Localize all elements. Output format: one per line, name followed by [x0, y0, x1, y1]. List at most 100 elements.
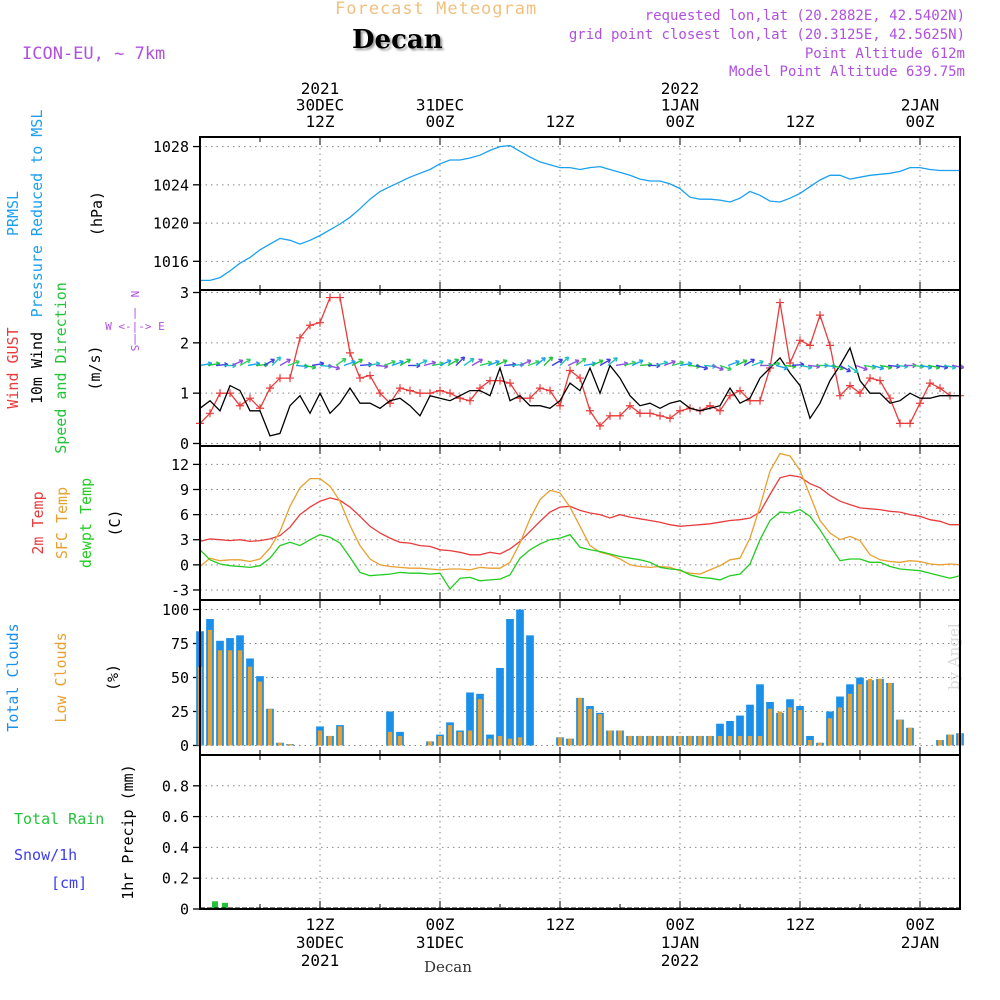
wind-arrow-head	[341, 357, 347, 363]
y-axis-label: Low Clouds	[52, 632, 70, 722]
wind-direction-arrow	[679, 362, 692, 367]
wind-direction-arrow	[767, 362, 780, 367]
bar-low-clouds	[437, 735, 443, 746]
wind-arrow-head	[750, 358, 756, 364]
bar-low-clouds	[697, 735, 703, 746]
bar-low-clouds	[467, 730, 473, 746]
bar-total-clouds	[746, 704, 754, 746]
wind-arrow-head	[246, 358, 252, 364]
wind-arrow-head	[548, 356, 554, 362]
wind-direction-arrow	[519, 359, 532, 367]
wind-arrow-head	[581, 357, 587, 363]
time-label-bottom: 2JAN	[901, 933, 940, 952]
bar-low-clouds	[577, 697, 583, 746]
gust-marker	[496, 376, 504, 385]
gust-marker	[726, 391, 734, 400]
wind-direction-arrow	[719, 364, 732, 371]
bar-low-clouds	[257, 681, 263, 746]
panel-frame	[199, 445, 961, 601]
wind-arrow-head	[719, 365, 724, 372]
wind-direction-arrow	[607, 357, 618, 367]
wind-direction-arrow	[711, 364, 724, 371]
wind-direction-arrow	[343, 360, 356, 367]
wind-direction-arrow	[583, 362, 596, 367]
series-2m-temp	[199, 474, 960, 556]
bar-low-clouds	[667, 735, 673, 746]
y-tick-label: 0.4	[162, 839, 189, 857]
wind-arrow-head	[495, 359, 500, 365]
wind-direction-arrow	[807, 364, 821, 368]
y-axis-label: SFC Temp	[53, 487, 71, 559]
wind-direction-arrow	[391, 360, 404, 367]
wind-arrow-head	[276, 356, 282, 362]
gust-marker	[446, 389, 454, 398]
gust-marker	[646, 409, 654, 418]
wind-direction-arrow	[527, 360, 540, 367]
wind-arrow-head	[598, 359, 604, 365]
gust-marker	[796, 336, 804, 345]
wind-direction-arrow	[559, 356, 569, 366]
bar-low-clouds	[567, 738, 573, 746]
bar-low-clouds	[817, 742, 823, 746]
wind-direction-arrow	[735, 359, 748, 367]
gust-marker	[486, 376, 494, 385]
time-label-top: 31DEC	[416, 96, 464, 115]
wind-direction-arrow	[591, 359, 604, 367]
bar-low-clouds	[857, 684, 863, 746]
wind-direction-arrow	[943, 364, 956, 369]
bar-low-clouds	[327, 735, 333, 746]
wind-direction-arrow	[367, 362, 380, 367]
bar-low-clouds	[317, 730, 323, 746]
wind-direction-arrow	[831, 364, 844, 370]
wind-direction-arrow	[855, 364, 868, 371]
bar-low-clouds	[747, 735, 753, 746]
y-tick-label: 0	[180, 435, 189, 453]
gust-marker	[206, 409, 214, 418]
gust-marker	[826, 341, 834, 350]
compass-stem: |	[132, 306, 139, 319]
y-tick-label: 0	[180, 556, 189, 574]
wind-direction-arrow	[671, 361, 684, 367]
gust-marker	[876, 376, 884, 385]
gust-marker	[296, 333, 304, 342]
gust-marker	[276, 374, 284, 383]
gust-marker	[346, 348, 354, 357]
bar-low-clouds	[427, 741, 433, 746]
bar-low-clouds	[457, 731, 463, 746]
bar-low-clouds	[787, 707, 793, 746]
y-axis-label: Speed and Direction	[52, 282, 70, 454]
wind-direction-arrow	[231, 359, 244, 367]
wind-direction-arrow	[743, 358, 755, 367]
y-tick-label: 2	[180, 334, 189, 352]
y-axis-label: dewpt Temp	[77, 478, 95, 568]
grid-point: grid point closest lon,lat (20.3125E, 42…	[568, 27, 965, 43]
bar-rain	[222, 902, 228, 909]
bar-low-clouds	[687, 735, 693, 746]
bar-low-clouds	[797, 710, 803, 746]
bar-low-clouds	[937, 740, 943, 746]
time-label-bottom: 12Z	[786, 915, 815, 934]
bar-low-clouds	[337, 726, 343, 746]
bar-low-clouds	[287, 744, 293, 746]
panel-precip: 0 0.2 0.4 0.6 0.8 1hr Precip (mm) Total Rain Sn…	[14, 754, 961, 919]
y-tick-label: 75	[171, 635, 189, 653]
y-tick-label: 0	[180, 737, 189, 755]
y-axis-label: Total Clouds	[4, 623, 22, 731]
wind-direction-arrow	[751, 360, 764, 367]
time-label-bottom: 30DEC	[296, 933, 344, 952]
wind-arrow-head	[238, 359, 244, 365]
gust-marker	[616, 411, 624, 420]
y-axis-label: 1hr Precip (mm)	[119, 764, 137, 899]
wind-arrow-head	[541, 357, 546, 362]
wind-direction-arrow	[463, 358, 475, 367]
bar-low-clouds	[207, 629, 213, 746]
wind-direction-arrow	[311, 362, 324, 367]
wind-arrow-head	[558, 358, 564, 364]
bar-low-clouds	[267, 708, 273, 746]
y-tick-label: 0.2	[162, 870, 189, 888]
bar-low-clouds	[867, 678, 873, 746]
wind-direction-arrow	[951, 364, 964, 369]
wind-direction-arrow	[663, 360, 676, 367]
wind-arrow-head	[564, 356, 570, 362]
